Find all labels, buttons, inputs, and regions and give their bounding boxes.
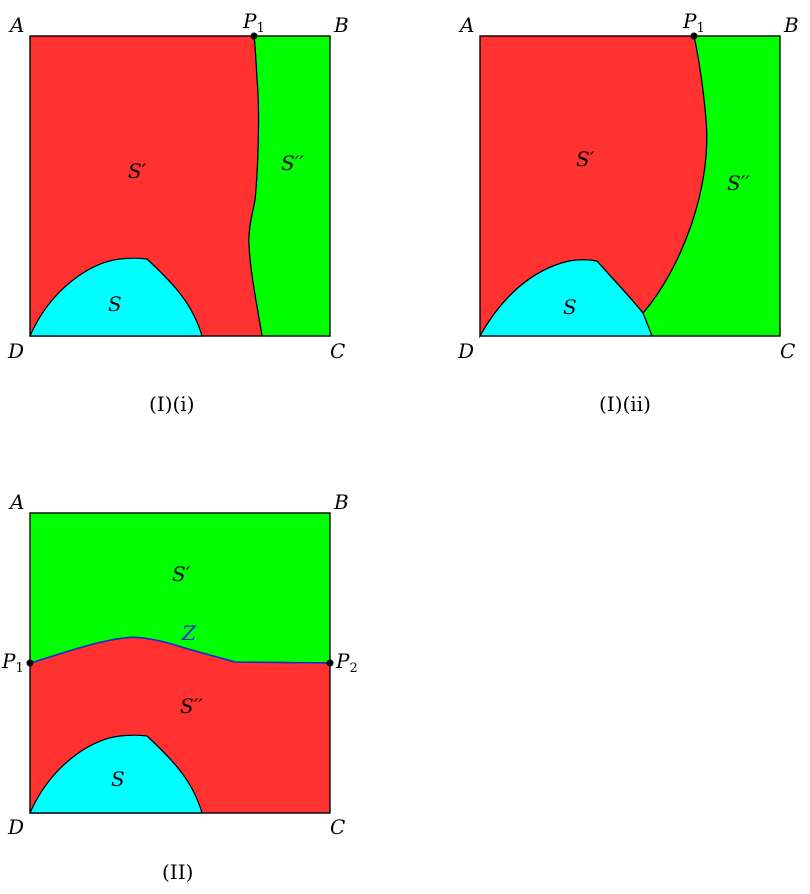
point-p1-label: P1 — [1, 649, 24, 676]
corner-c-label: C — [330, 815, 345, 839]
point-p1-label: P1 — [682, 9, 705, 36]
square-outline — [29, 35, 331, 337]
corner-c-label: C — [330, 339, 345, 363]
panel-3: A B C D P1 P2 Z S′ S′′ S (II) — [1, 490, 358, 884]
region-s-label: S — [563, 295, 577, 319]
region-s-double-prime — [248, 35, 331, 337]
panel-2: A B C D P1 S′ S′′ S (I)(ii) — [457, 9, 799, 416]
region-s-double-prime-label: S′′ — [281, 151, 304, 175]
point-p1-marker — [690, 32, 698, 40]
region-s-double-prime-label: S′′ — [180, 694, 203, 718]
point-p1-marker — [26, 659, 34, 667]
curve-z-label: Z — [181, 621, 197, 645]
region-s-prime-label: S′ — [128, 159, 147, 183]
curve-z — [29, 636, 331, 664]
region-s-label: S — [111, 767, 125, 791]
caption: (I)(ii) — [599, 392, 651, 416]
panel-1: A B C D P1 S′ S′′ S (I)(i) — [7, 9, 349, 416]
corner-b-label: B — [333, 490, 349, 514]
region-s-label: S — [108, 292, 122, 316]
caption: (II) — [162, 860, 193, 884]
corner-d-label: D — [7, 339, 24, 363]
region-s — [478, 259, 653, 337]
corner-a-label: A — [8, 490, 24, 514]
region-s-double-prime-label: S′′ — [727, 171, 750, 195]
caption: (I)(i) — [149, 392, 195, 416]
point-p1-marker — [250, 32, 258, 40]
region-s-prime — [29, 35, 263, 337]
point-p1-label: P1 — [242, 9, 265, 36]
corner-a-label: A — [8, 13, 24, 37]
region-s-prime-label: S′ — [172, 562, 191, 586]
corner-b-label: B — [783, 13, 799, 37]
corner-d-label: D — [457, 339, 474, 363]
square-outline — [479, 35, 781, 337]
region-s — [29, 257, 203, 337]
corner-b-label: B — [333, 13, 349, 37]
corner-c-label: C — [780, 339, 795, 363]
point-p2-label: P2 — [335, 649, 358, 676]
region-s — [29, 734, 203, 814]
region-s-prime — [29, 512, 331, 664]
corner-d-label: D — [7, 815, 24, 839]
corner-a-label: A — [458, 13, 474, 37]
region-s-prime-label: S′ — [576, 147, 595, 171]
point-p2-marker — [326, 659, 334, 667]
